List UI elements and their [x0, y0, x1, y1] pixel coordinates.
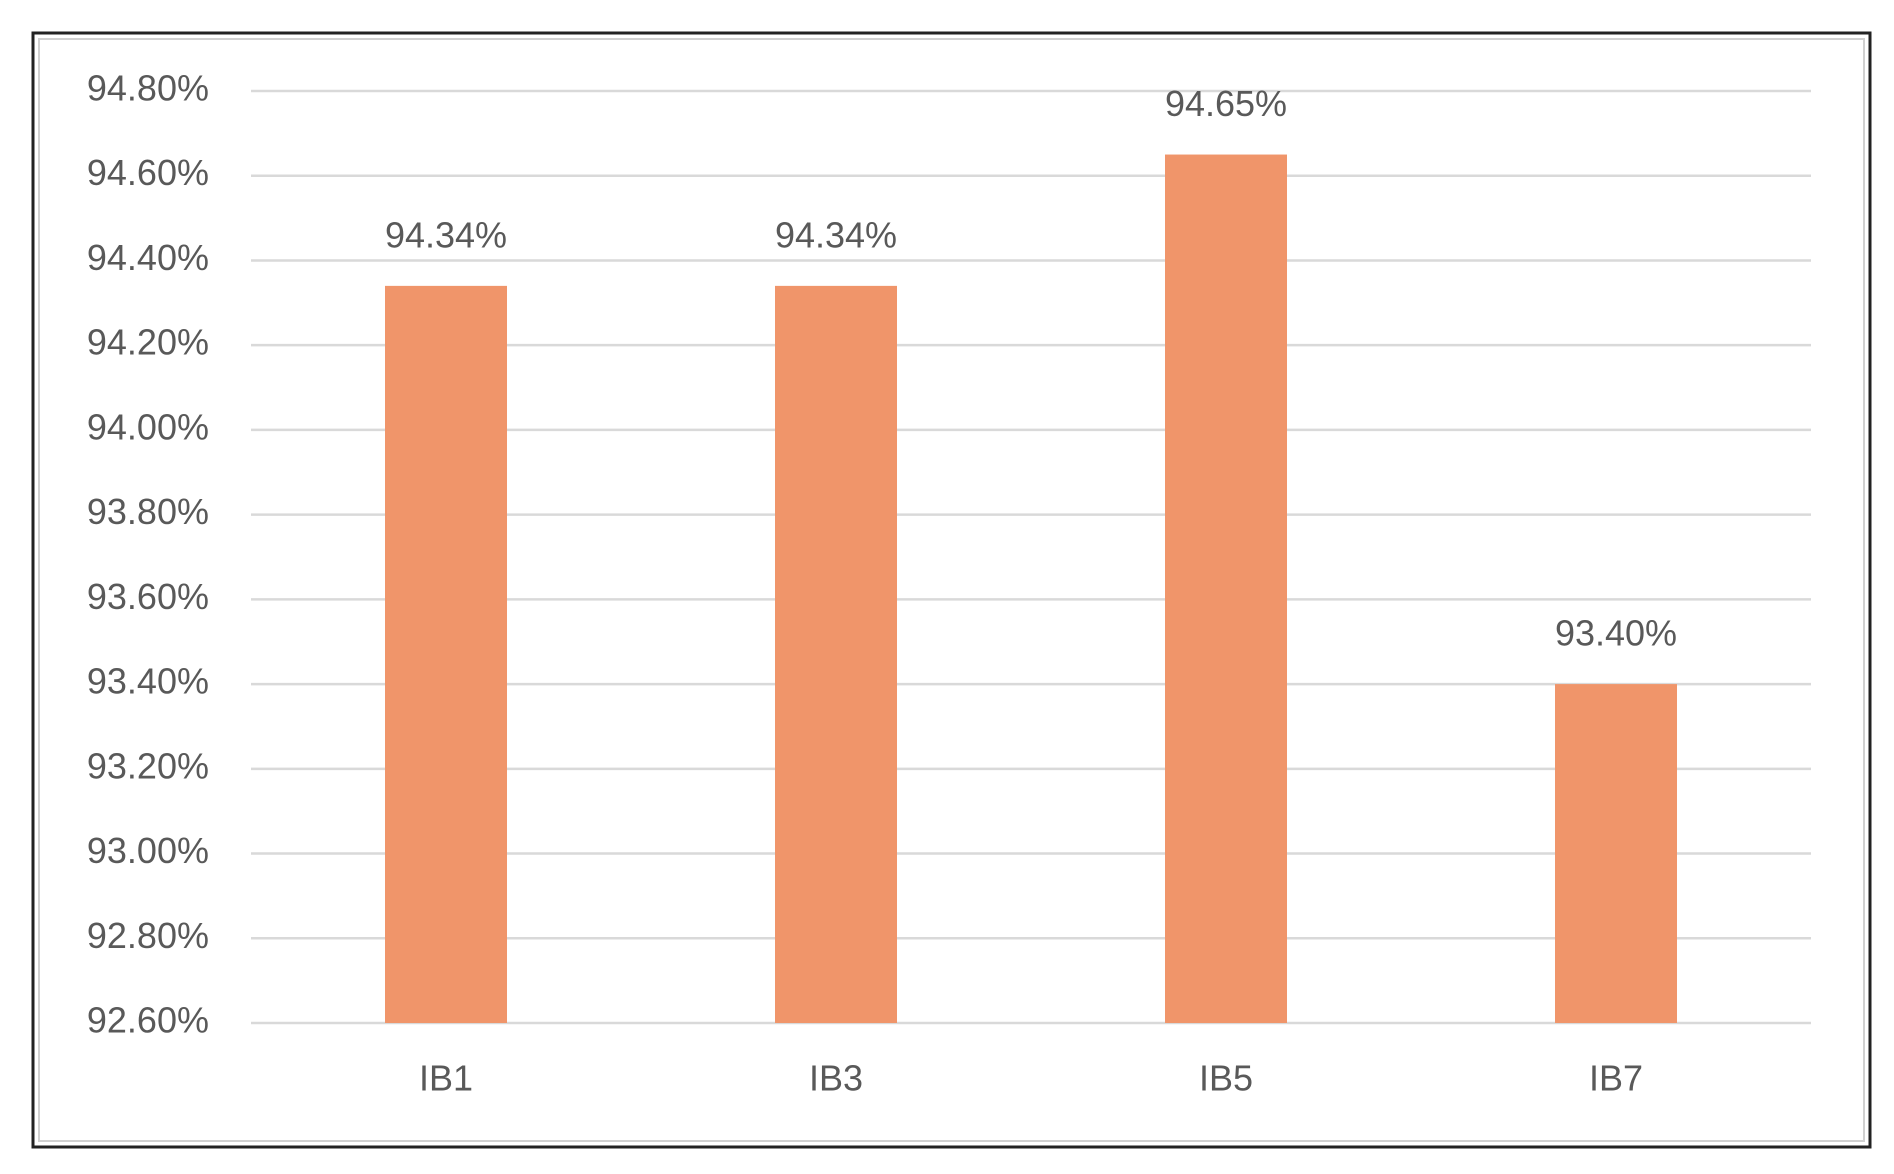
bar	[775, 285, 897, 1023]
data-label: 94.34%	[385, 214, 507, 255]
x-tick-label: IB1	[419, 1058, 473, 1099]
y-tick-label: 93.20%	[87, 745, 209, 786]
y-tick-label: 94.00%	[87, 406, 209, 447]
y-tick-label: 94.80%	[87, 68, 209, 109]
y-tick-label: 94.60%	[87, 152, 209, 193]
y-tick-label: 94.40%	[87, 237, 209, 278]
data-label: 94.65%	[1165, 83, 1287, 124]
bar	[385, 285, 507, 1023]
chart-inner-border	[38, 38, 1865, 1142]
y-tick-label: 93.00%	[87, 830, 209, 871]
y-tick-label: 93.40%	[87, 661, 209, 702]
y-tick-label: 94.20%	[87, 322, 209, 363]
data-label: 93.40%	[1555, 613, 1677, 654]
bar	[1555, 684, 1677, 1023]
y-tick-label: 92.80%	[87, 915, 209, 956]
bar	[1165, 154, 1287, 1023]
x-tick-label: IB5	[1199, 1058, 1253, 1099]
y-tick-label: 93.80%	[87, 491, 209, 532]
y-tick-label: 93.60%	[87, 576, 209, 617]
data-label: 94.34%	[775, 214, 897, 255]
x-tick-label: IB7	[1589, 1058, 1643, 1099]
y-tick-label: 92.60%	[87, 1000, 209, 1041]
x-tick-label: IB3	[809, 1058, 863, 1099]
